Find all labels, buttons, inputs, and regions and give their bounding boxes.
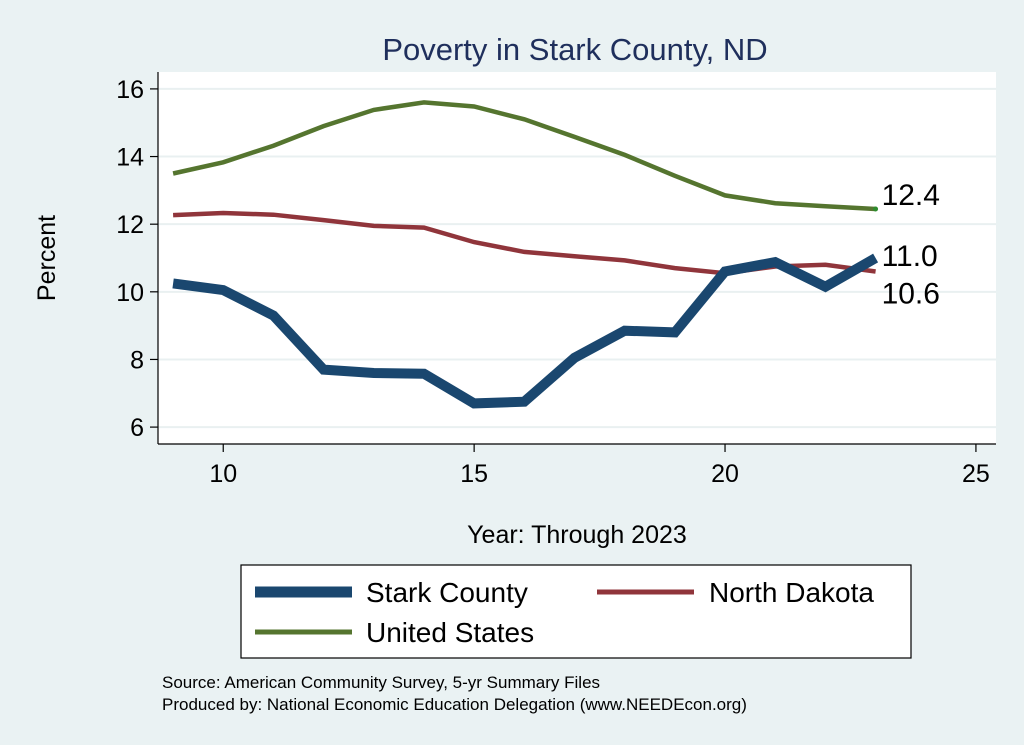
end-label-north-dakota: 10.6 <box>882 278 940 311</box>
tick-marks: 6 8 10 12 14 16 10 15 20 25 <box>116 76 990 488</box>
legend-box <box>240 564 912 659</box>
series-end-marker-united-states <box>873 206 879 212</box>
x-tick-label: 15 <box>460 460 488 488</box>
y-tick-label: 8 <box>130 346 144 374</box>
legend: Stark County North Dakota United States <box>240 564 912 659</box>
y-tick-label: 12 <box>116 211 144 239</box>
y-tick-label: 10 <box>116 279 144 307</box>
x-tick-label: 20 <box>711 460 739 488</box>
y-tick-label: 6 <box>130 414 144 442</box>
y-tick-label: 16 <box>116 76 144 104</box>
legend-label-stark-county: Stark County <box>366 577 528 608</box>
x-tick-label: 25 <box>962 460 990 488</box>
legend-label-north-dakota: North Dakota <box>709 577 874 608</box>
series-line-united-states <box>172 100 876 212</box>
y-tick-label: 14 <box>116 144 144 172</box>
axes <box>157 72 996 445</box>
legend-label-united-states: United States <box>366 617 534 648</box>
end-label-united-states: 12.4 <box>882 179 940 212</box>
source-note: Source: American Community Survey, 5-yr … <box>162 673 600 692</box>
y-axis-title: Percent <box>33 215 61 301</box>
series-line-stark-county <box>172 253 879 409</box>
x-tick-label: 10 <box>209 460 237 488</box>
series-lines <box>172 100 879 409</box>
end-label-stark-county: 11.0 <box>882 240 938 273</box>
end-labels: 11.0 10.6 12.4 <box>882 179 940 311</box>
x-axis-title: Year: Through 2023 <box>467 521 687 549</box>
producer-note: Produced by: National Economic Education… <box>162 695 747 714</box>
chart-title: Poverty in Stark County, ND <box>382 32 767 67</box>
